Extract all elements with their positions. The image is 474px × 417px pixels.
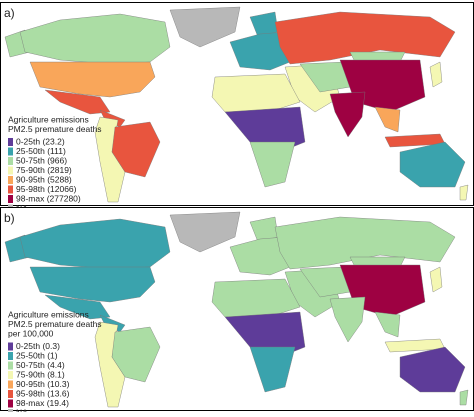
legend-label: 90-95th (5288): [16, 174, 72, 184]
country: [399, 141, 466, 188]
country: [111, 326, 161, 383]
legend-title: Agriculture emissions: [8, 309, 89, 319]
country: [29, 266, 156, 303]
country: [19, 218, 171, 270]
legend-swatch: [8, 380, 13, 389]
legend-swatch: [8, 138, 13, 146]
legend-swatch: [8, 147, 13, 156]
country: [459, 184, 469, 201]
legend-label: NA: [16, 407, 28, 412]
legend-label: 0-25th (0.3): [16, 341, 60, 351]
country: [44, 89, 111, 115]
country: [111, 121, 161, 178]
country: [169, 211, 241, 253]
legend-label: 98-max (19.4): [16, 398, 69, 408]
legend-swatch: [8, 157, 13, 165]
country: [399, 346, 466, 393]
country: [29, 61, 156, 98]
legend-label: 50-75th (966): [16, 155, 67, 165]
country: [274, 216, 456, 270]
legend-swatch: [8, 371, 13, 379]
legend-label: 50-75th (4.4): [16, 360, 65, 370]
country: [374, 106, 401, 133]
panel-label: b): [4, 211, 15, 225]
country: [249, 346, 296, 393]
legend-swatch: [8, 342, 13, 351]
legend-swatch: [8, 185, 13, 194]
legend-swatch: [8, 176, 13, 184]
country: [211, 278, 301, 318]
country: [169, 6, 241, 48]
country: [211, 73, 301, 113]
legend-swatch: [8, 399, 13, 408]
legend-title: per 100,000: [8, 328, 54, 338]
legend-label: 95-98th (13.6): [16, 388, 70, 398]
country: [429, 61, 443, 88]
legend-title: Agriculture emissions: [8, 114, 89, 124]
legend-swatch: [8, 352, 13, 360]
country: [19, 13, 171, 65]
legend-label: 90-95th (10.3): [16, 379, 70, 389]
legend-swatch: [8, 195, 13, 203]
country: [274, 11, 456, 65]
legend-label: 0-25th (23.2): [16, 136, 65, 146]
panel-label: a): [4, 6, 15, 20]
country: [249, 141, 296, 188]
country: [459, 389, 469, 406]
country: [329, 91, 366, 138]
country: [374, 311, 401, 338]
country: [429, 266, 443, 293]
legend-label: 25-50th (111): [16, 146, 66, 156]
country: [329, 296, 366, 343]
legend-title: PM2.5 premature deaths: [8, 319, 102, 329]
country: [44, 294, 111, 320]
legend-title: PM2.5 premature deaths: [8, 124, 102, 134]
legend-label: 75-90th (8.1): [16, 369, 65, 379]
legend-label: 25-50th (1): [16, 350, 58, 360]
legend-label: 95-98th (12066): [16, 184, 77, 194]
legend-label: 75-90th (2819): [16, 165, 72, 175]
legend-swatch: [8, 390, 13, 398]
legend-swatch: [8, 361, 13, 370]
legend-label: 98-max (277280): [16, 193, 81, 203]
legend-swatch: [8, 166, 13, 175]
